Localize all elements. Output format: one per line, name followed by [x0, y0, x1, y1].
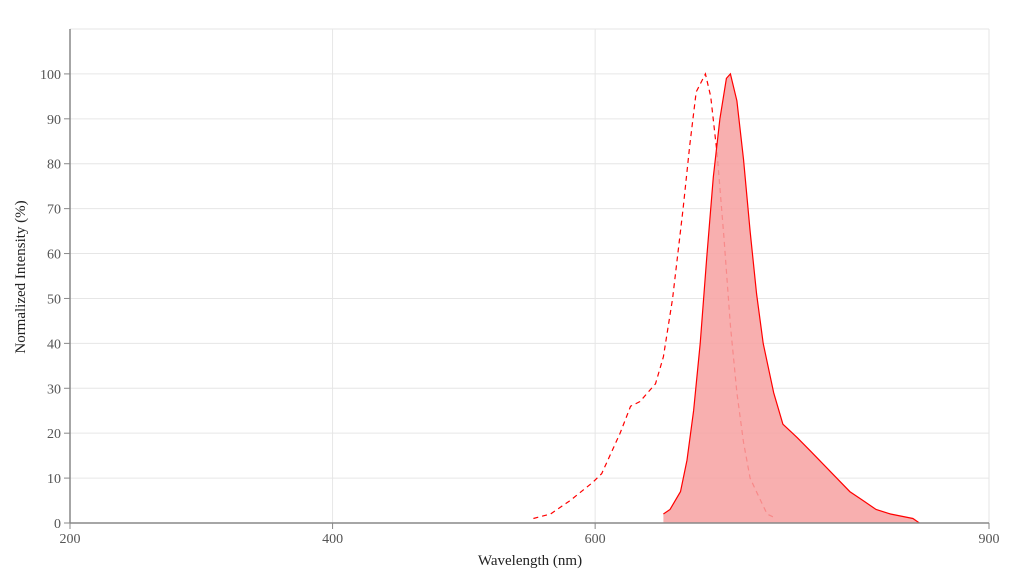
y-tick-label: 80: [47, 158, 61, 173]
y-tick-label: 40: [47, 337, 61, 352]
x-axis-title: Wavelength (nm): [478, 553, 582, 569]
x-tick-label: 600: [585, 532, 606, 547]
y-tick-label: 100: [40, 68, 61, 83]
y-tick-label: 60: [47, 248, 61, 263]
y-tick-label: 70: [47, 203, 61, 218]
emission-area-fill: [663, 73, 920, 524]
y-tick-label: 50: [47, 292, 61, 307]
grid: [69, 28, 990, 524]
x-tick-label: 900: [979, 532, 1000, 547]
x-tick-label: 200: [60, 532, 81, 547]
y-axis-title: Normalized Intensity (%): [13, 200, 29, 353]
y-tick-label: 90: [47, 113, 61, 128]
x-tick-label: 400: [322, 532, 343, 547]
y-tick-label: 0: [54, 517, 61, 532]
axes: 0 10 20 30 40 50 60 70 80 90 100 200 400 600 900: [40, 29, 1000, 547]
emission-line: [663, 72, 920, 524]
series-group: [533, 72, 920, 524]
y-tick-label: 30: [47, 382, 61, 397]
y-tick-label: 20: [47, 427, 61, 442]
y-tick-label: 10: [47, 472, 61, 487]
